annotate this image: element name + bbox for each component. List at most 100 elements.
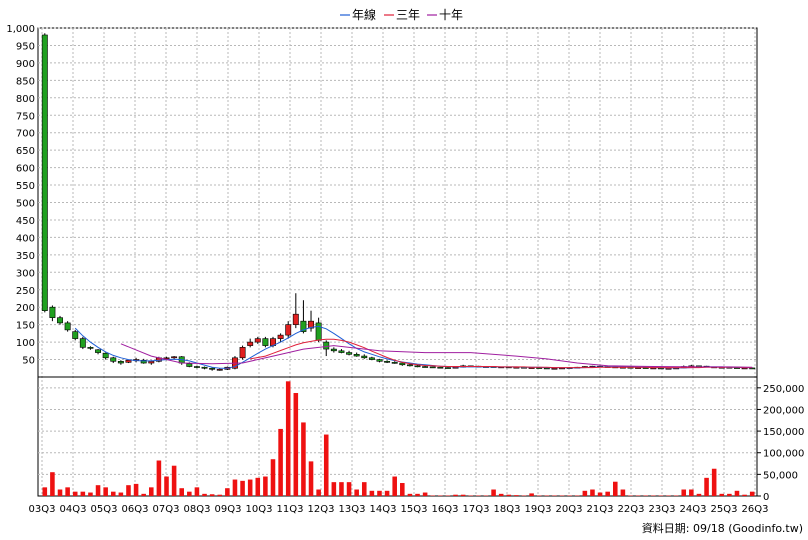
volume-bar — [498, 493, 504, 496]
volume-bar — [361, 482, 367, 496]
volume-bar — [529, 493, 534, 496]
x-tick-label: 03Q3 — [29, 504, 56, 515]
volume-bar — [749, 491, 755, 496]
price-grid — [37, 27, 758, 496]
volume-bar — [88, 492, 93, 496]
volume-bar — [704, 477, 709, 496]
candle-body — [353, 354, 360, 357]
volume-bar — [719, 493, 725, 496]
x-tick-label: 25Q3 — [711, 504, 738, 515]
candle-body — [635, 367, 642, 369]
volume-bar — [711, 468, 717, 496]
x-tick-label: 14Q3 — [370, 504, 397, 515]
price-tick-label: 700 — [16, 129, 35, 140]
volume-tick-label: 50,000 — [763, 470, 798, 481]
price-tick-label: 600 — [16, 164, 35, 175]
x-tick-label: 22Q3 — [618, 504, 645, 515]
price-tick-label: 300 — [16, 268, 35, 279]
legend-label: 年線 — [352, 7, 376, 22]
candle-body — [262, 338, 269, 346]
x-tick-label: 06Q3 — [122, 504, 149, 515]
price-tick-label: 450 — [16, 216, 35, 227]
volume-bar — [415, 493, 420, 496]
candle-body — [239, 347, 246, 359]
candle-body — [429, 366, 436, 369]
volume-bar — [141, 493, 146, 496]
candle-body — [361, 355, 368, 359]
candle-body — [171, 356, 178, 359]
x-tick-label: 26Q3 — [742, 504, 769, 515]
volume-bar — [590, 489, 595, 496]
volume-tick-label: 250,000 — [763, 384, 804, 395]
volume-bar — [285, 381, 291, 496]
candle-body — [148, 360, 155, 364]
price-tick-label: 800 — [16, 94, 35, 105]
volume-bar — [323, 434, 329, 496]
volume-bar — [354, 489, 359, 496]
volume-bar — [232, 479, 238, 496]
candle-body — [209, 367, 216, 370]
volume-bar — [453, 494, 458, 496]
volume-bar — [187, 491, 192, 496]
volume-bar — [240, 480, 245, 496]
volume-bar — [247, 479, 253, 496]
volume-bar — [727, 493, 732, 496]
x-tick-label: 07Q3 — [153, 504, 180, 515]
candle-body — [95, 349, 102, 353]
volume-bar — [118, 492, 124, 496]
price-tick-label: 50 — [22, 356, 35, 367]
volume-bar — [50, 472, 55, 496]
candle-body — [277, 334, 284, 339]
x-tick-label: 08Q3 — [184, 504, 211, 515]
price-tick-label: 500 — [16, 199, 35, 210]
candle-body — [384, 360, 391, 363]
volume-bar — [80, 491, 86, 496]
volume-bar — [613, 481, 618, 496]
x-tick-label: 11Q3 — [277, 504, 304, 515]
volume-bar — [202, 493, 207, 496]
candle-body — [414, 365, 421, 368]
volume-bar — [164, 476, 169, 496]
ma-line-3y — [250, 338, 753, 369]
volume-bar — [369, 490, 375, 496]
volume-bar — [384, 490, 390, 496]
x-tick-label: 15Q3 — [401, 504, 428, 515]
price-tick-label: 350 — [16, 251, 35, 262]
candle-body — [140, 359, 147, 364]
volume-bar — [689, 489, 694, 496]
candle-body — [216, 369, 223, 371]
price-tick-label: 150 — [16, 321, 35, 332]
volume-bar — [377, 490, 382, 496]
candle-body — [338, 350, 345, 353]
x-tick-label: 23Q3 — [649, 504, 676, 515]
moving-average-lines — [74, 325, 753, 369]
volume-bar — [597, 492, 603, 496]
price-tick-label: 400 — [16, 233, 35, 244]
volume-bar — [95, 485, 101, 496]
candle-body — [528, 367, 535, 369]
volume-bar — [506, 494, 512, 496]
volume-bar — [156, 460, 162, 496]
volume-bar — [225, 488, 230, 496]
candle-body — [346, 352, 353, 355]
volume-bar — [316, 489, 321, 496]
source-note: 資料日期: 09/18 (Goodinfo.tw) — [642, 521, 803, 535]
volume-bar — [179, 488, 184, 496]
volume-bar — [491, 489, 496, 496]
volume-tick-label: 200,000 — [763, 405, 804, 416]
volume-tick-label: 150,000 — [763, 427, 804, 438]
candle-body — [41, 34, 48, 311]
volume-bar — [514, 495, 519, 496]
candle-body — [163, 357, 170, 360]
candle-body — [406, 364, 413, 367]
volume-bar — [57, 489, 63, 496]
x-tick-label: 09Q3 — [215, 504, 242, 515]
x-tick-label: 17Q3 — [463, 504, 490, 515]
volume-bar — [339, 482, 344, 496]
price-tick-label: 750 — [16, 111, 35, 122]
volume-bar — [133, 483, 139, 496]
candle-body — [285, 324, 292, 336]
volume-frame — [37, 376, 758, 497]
chart-legend: 年線 三年 十年 — [340, 7, 463, 22]
candle-body — [422, 366, 429, 368]
